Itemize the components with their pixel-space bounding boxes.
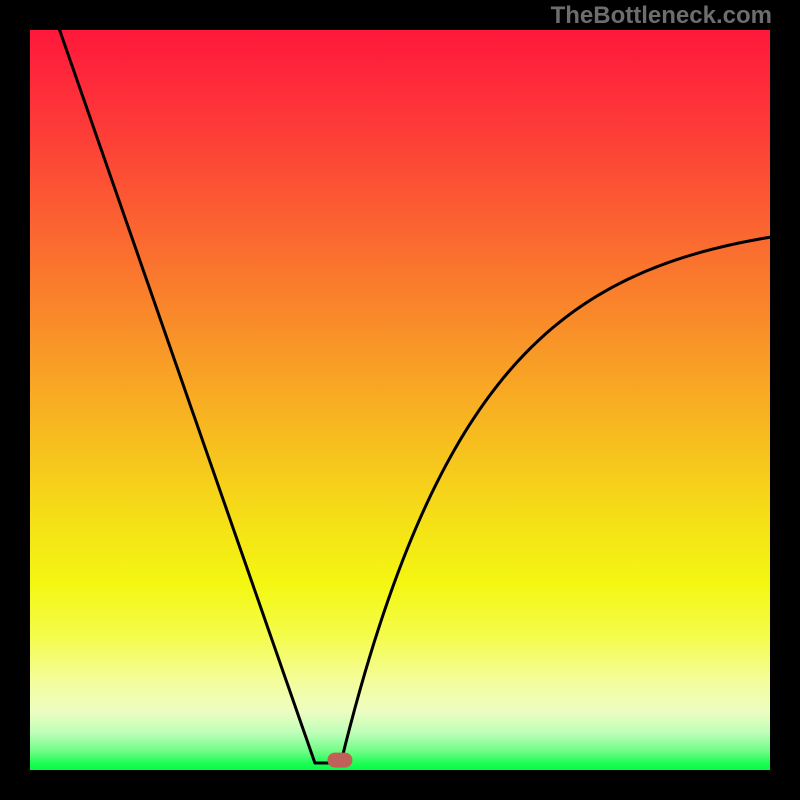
watermark-text: TheBottleneck.com <box>551 2 772 30</box>
plot-area <box>30 30 770 770</box>
optimum-marker <box>327 753 352 768</box>
gradient-background <box>30 30 770 770</box>
plot-svg <box>30 30 770 770</box>
chart-container: TheBottleneck.com <box>0 0 800 800</box>
